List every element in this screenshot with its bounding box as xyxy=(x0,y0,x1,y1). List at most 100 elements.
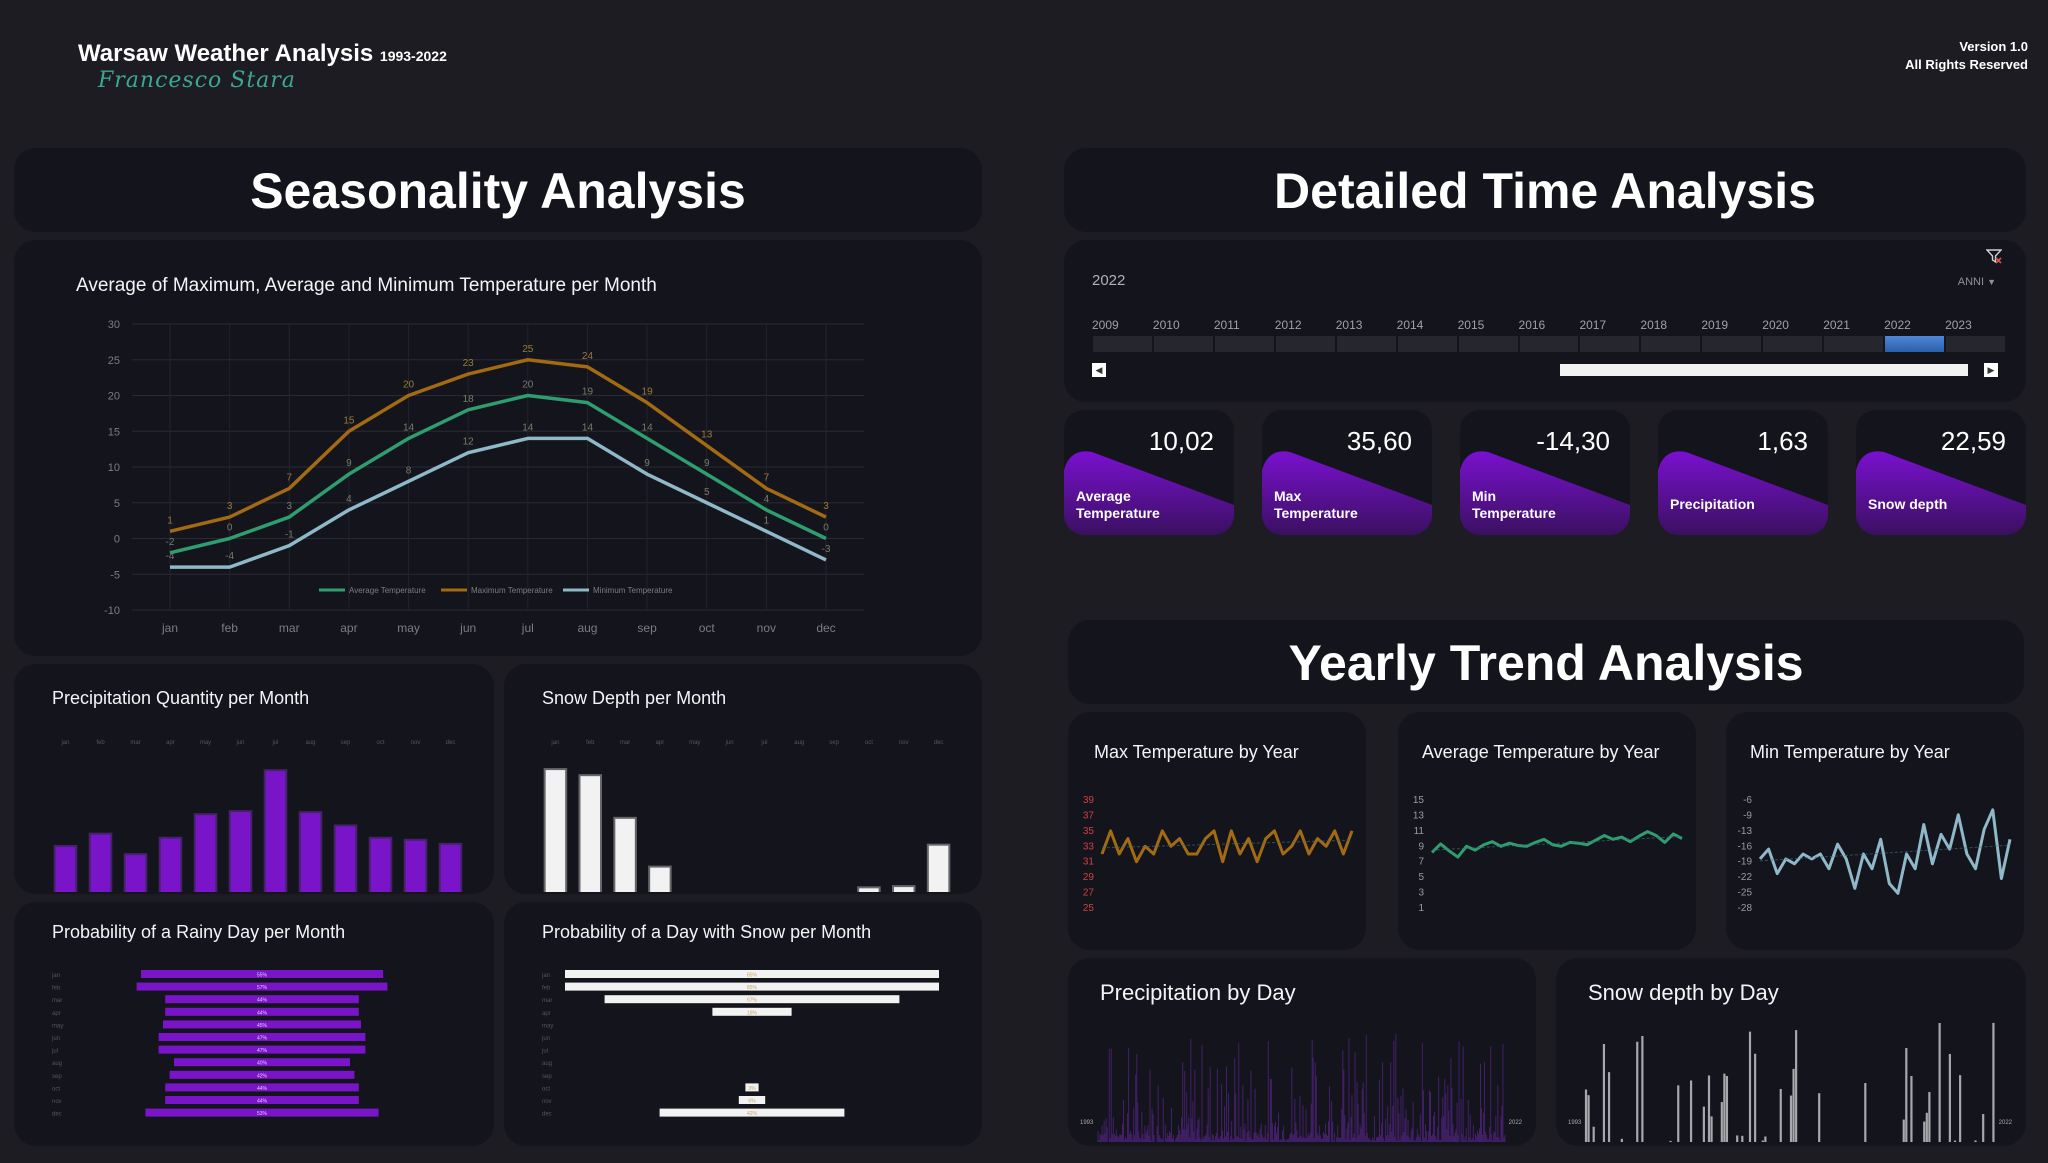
data-label: 55% xyxy=(257,973,268,979)
timeline-scroll-left[interactable]: ◀ xyxy=(1092,363,1106,377)
timeline-year-label: 2010 xyxy=(1152,318,1180,332)
data-label: 85% xyxy=(747,973,758,979)
kpi-label-line: Temperature xyxy=(1274,505,1358,521)
kpi-label: Min Temperature xyxy=(1472,488,1556,522)
temp-month-title: Average of Maximum, Average and Minimum … xyxy=(76,275,657,296)
data-label: 57% xyxy=(257,985,268,991)
y-tick-label: dec xyxy=(52,1112,62,1118)
data-label: 13 xyxy=(701,430,713,441)
series-line xyxy=(169,358,827,534)
precip-month-panel: Precipitation Quantity per Month jan feb m… xyxy=(14,664,494,894)
data-label: 53% xyxy=(257,1111,268,1117)
timeline-year-cell[interactable] xyxy=(1458,336,1518,352)
precip-day-end: 2022 xyxy=(1508,1120,1522,1126)
timeline-year-cell[interactable] xyxy=(1824,336,1884,352)
precip-day-panel: Precipitation by Day 1993 2022 xyxy=(1068,958,1536,1146)
precip-day-start: 1993 xyxy=(1080,1120,1094,1126)
timeline-year-cell[interactable] xyxy=(1580,336,1640,352)
data-label: 4 xyxy=(764,494,770,505)
kpi-label-line: Precipitation xyxy=(1670,496,1755,512)
snow-prob-title: Probability of a Day with Snow per Month xyxy=(542,922,872,942)
snow-month-chart: jan feb mar apr may jun jul aug sep oct nov dec xyxy=(543,740,951,892)
data-label: 9 xyxy=(644,458,650,469)
snow-day-panel: Snow depth by Day 1993 2022 xyxy=(1556,958,2026,1146)
x-tick-label: may xyxy=(200,740,211,746)
bar xyxy=(55,846,76,892)
bar xyxy=(300,813,321,892)
series-line xyxy=(170,436,827,569)
timeline-year-cell[interactable] xyxy=(1093,336,1152,352)
dropdown-label: ANNI xyxy=(1957,276,1985,288)
snow-month-title: Snow Depth per Month xyxy=(542,688,727,708)
y-tick-label: mar xyxy=(52,998,62,1004)
timeline-year-cell[interactable] xyxy=(1214,336,1274,352)
data-label: 14 xyxy=(403,422,415,433)
series-line xyxy=(169,393,827,555)
data-label: 44% xyxy=(257,1086,268,1092)
timeline-year-cell[interactable] xyxy=(1336,336,1396,352)
timeline-year-cell[interactable] xyxy=(1153,336,1213,352)
timeline-year-cell[interactable] xyxy=(1702,336,1762,352)
kpi-label-line: Snow depth xyxy=(1868,496,1948,512)
legend-label: Average Temperature xyxy=(349,586,426,595)
y-tick-label: -6 xyxy=(1743,795,1752,806)
data-label: -4 xyxy=(225,551,234,562)
kpi-label-line: Temperature xyxy=(1076,505,1160,521)
snow-day-title: Snow depth by Day xyxy=(1588,980,1779,1005)
bar xyxy=(174,1058,350,1067)
x-tick-label: jul xyxy=(760,740,767,746)
x-tick-label: dec xyxy=(816,621,835,635)
timeline-year-cell[interactable] xyxy=(1946,336,2005,352)
y-tick-label: 10 xyxy=(108,462,120,474)
y-tick-label: 1 xyxy=(1418,903,1424,914)
y-tick-label: 15 xyxy=(108,426,120,438)
y-tick-label: apr xyxy=(52,1011,61,1017)
filter-clear-icon[interactable] xyxy=(1986,248,2002,264)
data-label: 18% xyxy=(747,1010,758,1016)
timeline-year-cell[interactable] xyxy=(1397,336,1457,352)
bar xyxy=(125,855,146,892)
timeline-year-label: 2009 xyxy=(1092,318,1119,332)
series-line xyxy=(1430,830,1683,859)
y-tick-label: 0 xyxy=(114,534,120,546)
timeline-scroll-right[interactable]: ▶ xyxy=(1984,363,1998,377)
data-label: 19 xyxy=(642,387,654,398)
y-tick-label: feb xyxy=(542,986,551,992)
timeline-year-label: 2017 xyxy=(1579,318,1607,332)
seasonality-title: Seasonality Analysis xyxy=(250,163,746,219)
kpi-label-line: Average xyxy=(1076,488,1131,504)
bar xyxy=(230,812,251,892)
x-tick-label: nov xyxy=(757,621,776,635)
data-label: 19 xyxy=(582,387,594,398)
timeline-year-label: 2013 xyxy=(1335,318,1363,332)
bar xyxy=(580,776,601,892)
y-tick-label: -13 xyxy=(1738,826,1753,837)
timeline-year-cell[interactable] xyxy=(1519,336,1579,352)
y-tick-label: apr xyxy=(542,1011,551,1017)
timeline-year-label: 2018 xyxy=(1640,318,1668,332)
bar xyxy=(165,1007,359,1016)
bar xyxy=(145,1108,379,1117)
kpi-card: -14,30 Min Temperature xyxy=(1460,410,1630,535)
timeline-scrollbar[interactable] xyxy=(1560,364,1968,376)
yearly-title: Yearly Trend Analysis xyxy=(1288,635,1804,691)
bar xyxy=(712,1007,792,1016)
timeline-level-dropdown[interactable]: ANNI ▼ xyxy=(1958,276,1996,288)
data-label: 44% xyxy=(257,1099,268,1105)
kpi-shape xyxy=(1658,451,1828,535)
timeline-year-cell[interactable] xyxy=(1763,336,1823,352)
x-tick-label: apr xyxy=(166,740,175,746)
timeline-year-cell[interactable] xyxy=(1885,336,1945,352)
timeline-year-cell[interactable] xyxy=(1641,336,1701,352)
timeline-year-cell[interactable] xyxy=(1275,336,1335,352)
kpi-value: 10,02 xyxy=(1148,426,1214,456)
y-tick-label: 29 xyxy=(1083,872,1095,883)
data-label: 40% xyxy=(257,1061,268,1067)
x-tick-label: sep xyxy=(829,740,839,746)
y-tick-label: 15 xyxy=(1413,795,1425,806)
x-tick-label: feb xyxy=(221,621,238,635)
precip-month-title: Precipitation Quantity per Month xyxy=(52,688,310,708)
detailed-header: Detailed Time Analysis xyxy=(1064,148,2026,232)
data-label: 0 xyxy=(823,523,829,534)
precip-day-title: Precipitation by Day xyxy=(1100,980,1296,1005)
